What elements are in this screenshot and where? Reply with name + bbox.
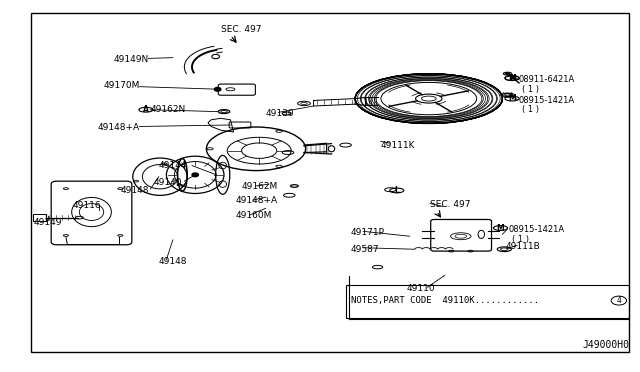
Text: 49149: 49149 bbox=[33, 218, 62, 227]
Text: 49140: 49140 bbox=[154, 178, 182, 187]
Circle shape bbox=[192, 173, 198, 177]
Text: 49144: 49144 bbox=[159, 161, 187, 170]
Circle shape bbox=[214, 87, 221, 91]
Text: N: N bbox=[509, 74, 515, 83]
Text: SEC. 497: SEC. 497 bbox=[430, 200, 470, 209]
Text: 49162N: 49162N bbox=[150, 105, 186, 114]
Text: 49148: 49148 bbox=[120, 186, 149, 195]
Text: 49148: 49148 bbox=[159, 257, 188, 266]
Text: SEC. 497: SEC. 497 bbox=[221, 25, 261, 34]
Text: L: L bbox=[394, 186, 399, 195]
Text: 08911-6421A: 08911-6421A bbox=[518, 76, 575, 84]
Text: 49116: 49116 bbox=[72, 201, 101, 210]
Text: M: M bbox=[497, 224, 504, 232]
Text: NOTES,PART CODE  49110K............: NOTES,PART CODE 49110K............ bbox=[351, 296, 539, 305]
Text: M: M bbox=[508, 74, 516, 83]
Text: 49110: 49110 bbox=[406, 284, 435, 293]
Text: 49170M: 49170M bbox=[103, 81, 140, 90]
Text: 08915-1421A: 08915-1421A bbox=[518, 96, 575, 105]
Text: 49130: 49130 bbox=[266, 109, 294, 118]
Text: 49149N: 49149N bbox=[113, 55, 148, 64]
Text: 49162M: 49162M bbox=[242, 182, 278, 191]
Text: 49111B: 49111B bbox=[506, 242, 540, 251]
Text: ( 1 ): ( 1 ) bbox=[522, 105, 539, 114]
Text: M: M bbox=[508, 94, 516, 103]
Text: ( 1 ): ( 1 ) bbox=[512, 235, 529, 244]
Ellipse shape bbox=[505, 73, 510, 74]
Text: 49148+A: 49148+A bbox=[236, 196, 278, 205]
Text: ( 1 ): ( 1 ) bbox=[522, 85, 539, 94]
Text: 49148+A: 49148+A bbox=[97, 123, 140, 132]
Text: 49587: 49587 bbox=[351, 245, 380, 254]
Text: 4: 4 bbox=[616, 296, 621, 305]
Text: J49000H0: J49000H0 bbox=[582, 340, 629, 350]
Text: A: A bbox=[143, 105, 149, 114]
Text: 49171P: 49171P bbox=[351, 228, 385, 237]
Text: 49160M: 49160M bbox=[236, 211, 272, 220]
Text: 49111K: 49111K bbox=[381, 141, 415, 150]
Text: 08915-1421A: 08915-1421A bbox=[509, 225, 565, 234]
Bar bbox=[346, 285, 629, 318]
